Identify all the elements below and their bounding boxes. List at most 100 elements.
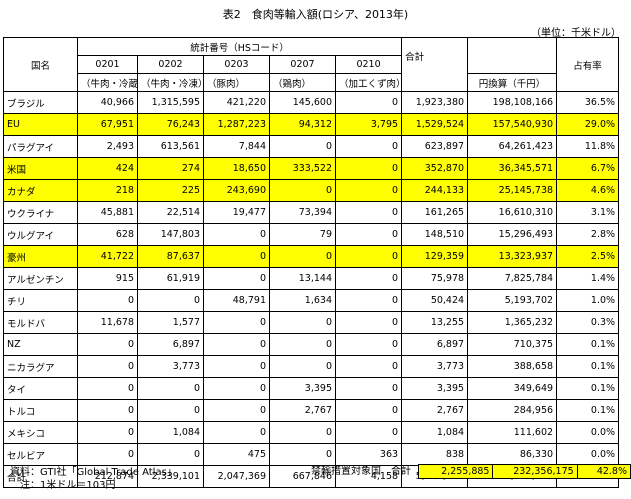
value-0210: 0 [334, 333, 403, 356]
country-name: ニカラグア [3, 355, 78, 378]
country-name: 米国 [3, 157, 78, 180]
value-0210: 0 [334, 201, 403, 224]
value-0210: 0 [334, 223, 403, 246]
value-0203: 0 [203, 311, 270, 334]
table-row: ウルグアイ 628 147,803 0 79 0 148,510 15,296,493 2.8% [3, 223, 620, 246]
header-yen: 円換算（千円） [467, 73, 558, 92]
row-share: 0.1% [556, 377, 620, 400]
value-0207: 2,767 [269, 399, 336, 422]
value-0201: 2,493 [77, 135, 138, 158]
country-name: タイ [3, 377, 78, 400]
value-0203: 0 [203, 267, 270, 290]
header-hs-group: 統計番号（HSコード） [76, 37, 403, 56]
row-total: 3,395 [401, 377, 469, 400]
row-yen: 5,193,702 [467, 289, 558, 312]
value-0203: 18,650 [203, 157, 270, 180]
value-0201: 0 [77, 377, 138, 400]
row-share: 1.4% [556, 267, 620, 290]
summary-label: 禁輸措置対象国 合計 [311, 466, 411, 477]
header-code-0201: 0201 [77, 55, 138, 74]
value-0201: 212,874 [77, 465, 138, 488]
country-name: NZ [3, 333, 78, 356]
row-total: 161,265 [401, 201, 469, 224]
header-code-0207: 0207 [269, 55, 336, 74]
value-0210: 4,158 [334, 465, 403, 488]
header-total: 合計 [401, 37, 469, 74]
header-share: 占有率 [556, 37, 620, 92]
value-0210: 0 [334, 399, 403, 422]
source-note: 資料：GTI社「Global Trade Atlas」 [10, 467, 177, 478]
country-name: ウクライナ [3, 201, 78, 224]
unit-note: （単位：千米ドル） [531, 28, 621, 39]
row-yen: 15,296,493 [467, 223, 558, 246]
value-0203: 19,477 [203, 201, 270, 224]
value-0207: 73,394 [269, 201, 336, 224]
row-total: 623,897 [401, 135, 469, 158]
value-0203: 475 [203, 443, 270, 466]
value-0201: 0 [77, 333, 138, 356]
table-row: EU 67,951 76,243 1,287,223 94,312 3,795 1,529,… [3, 113, 620, 136]
header-total-blank [401, 73, 469, 92]
country-name: カナダ [3, 179, 78, 202]
country-name: ブラジル [3, 91, 78, 114]
table-row: 米国 424 274 18,650 333,522 0 352,870 36,345,571 6… [3, 157, 620, 180]
value-0210: 0 [334, 377, 403, 400]
row-total: 244,133 [401, 179, 469, 202]
row-yen: 86,330 [467, 443, 558, 466]
country-name: アルゼンチン [3, 267, 78, 290]
footer-notes: 資料：GTI社「Global Trade Atlas」 注：1米ドル＝103円 [10, 466, 177, 492]
table-row: タイ 0 0 0 3,395 0 3,395 349,649 0.1% [3, 377, 620, 400]
row-total: 6,897 [401, 333, 469, 356]
value-0210: 0 [334, 311, 403, 334]
country-name: モルドバ [3, 311, 78, 334]
header-desc-0203: （豚肉） [203, 73, 270, 92]
row-share: 6.7% [556, 157, 620, 180]
row-share: 2.8% [556, 223, 620, 246]
header-desc-0201: （牛肉・冷蔵） [77, 73, 138, 92]
value-0210: 0 [334, 267, 403, 290]
row-total: 75,978 [401, 267, 469, 290]
table-body: 国名 統計番号（HSコード） 合計 占有率 0201 0202 0203 020… [3, 37, 620, 488]
header-row-1: 国名 統計番号（HSコード） 合計 占有率 [3, 37, 620, 92]
row-total: 1,084 [401, 421, 469, 444]
value-0207: 0 [269, 135, 336, 158]
value-0207: 333,522 [269, 157, 336, 180]
value-0202: 87,637 [137, 245, 204, 268]
header-row-3: （牛肉・冷蔵） （牛肉・冷凍） （豚肉） （鶏肉） （加工くず肉） 円換算（千円… [4, 73, 619, 92]
value-0203: 0 [203, 333, 270, 356]
value-0201: 915 [77, 267, 138, 290]
country-name: 豪州 [3, 245, 78, 268]
row-yen: 16,610,310 [467, 201, 558, 224]
value-0203: 7,844 [203, 135, 270, 158]
row-total: 50,424 [401, 289, 469, 312]
table-row: チリ 0 0 48,791 1,634 0 50,424 5,193,702 1.0% [3, 289, 620, 312]
value-0207: 94,312 [269, 113, 336, 136]
row-total: 1,529,524 [401, 113, 469, 136]
row-yen: 7,825,784 [467, 267, 558, 290]
value-0210: 0 [334, 289, 403, 312]
value-0207: 0 [269, 421, 336, 444]
row-yen: 284,956 [467, 399, 558, 422]
row-yen: 710,375 [467, 333, 558, 356]
table-row: セルビア 0 0 475 0 363 838 86,330 0.0% [3, 443, 620, 466]
row-share: 0.1% [556, 355, 620, 378]
row-yen: 388,658 [467, 355, 558, 378]
value-0201: 0 [77, 421, 138, 444]
row-yen: 13,323,937 [467, 245, 558, 268]
value-0203: 243,690 [203, 179, 270, 202]
table-row: トルコ 0 0 0 2,767 0 2,767 284,956 0.1% [3, 399, 620, 422]
value-0207: 0 [269, 245, 336, 268]
table-row: ニカラグア 0 3,773 0 0 0 3,773 388,658 0.1% [3, 355, 620, 378]
value-0201: 67,951 [77, 113, 138, 136]
value-0210: 0 [334, 355, 403, 378]
header-country: 国名 [3, 37, 78, 92]
table-row: ウクライナ 45,881 22,514 19,477 73,394 0 161,265 16,… [3, 201, 620, 224]
value-0202: 2,339,101 [137, 465, 204, 488]
value-0202: 274 [137, 157, 204, 180]
country-name: EU [3, 113, 78, 136]
row-yen: 349,649 [467, 377, 558, 400]
value-0210: 0 [334, 179, 403, 202]
value-0202: 0 [137, 289, 204, 312]
value-0210: 3,795 [334, 113, 403, 136]
summary-total: 2,255,885 [417, 464, 494, 479]
